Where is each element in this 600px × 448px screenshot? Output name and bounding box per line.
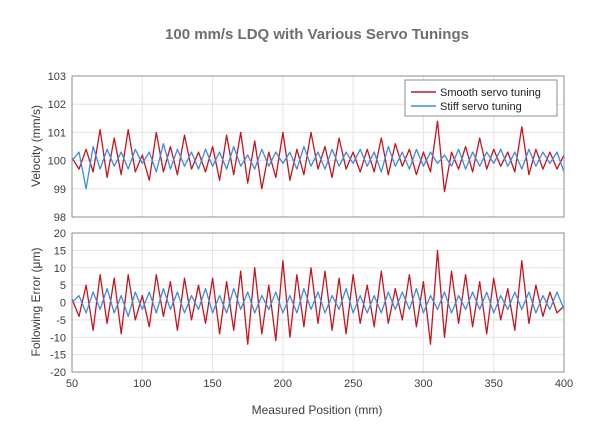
x-tick-label: 400 <box>555 378 573 390</box>
following-error-axes-frame <box>71 232 565 373</box>
x-tick-label: 350 <box>485 378 503 390</box>
x-axis-label: Measured Position (mm) <box>252 403 383 417</box>
velocity-ylabel: Velocity (mm/s) <box>29 105 43 187</box>
following-error-ytick-label: 10 <box>54 263 66 275</box>
following-error-panel: -20 -15 -10 -5 0 5 10 15 20 Following Error (μm) <box>29 228 565 379</box>
following-error-ytick-label: 20 <box>54 228 66 240</box>
chart-title: 100 mm/s LDQ with Various Servo Tunings <box>165 26 469 43</box>
legend-label-smooth: Smooth servo tuning <box>440 87 541 99</box>
legend: Smooth servo tuning Stiff servo tuning <box>404 79 558 117</box>
x-tick-label: 150 <box>203 378 221 390</box>
following-error-ytick-label: -10 <box>50 332 66 344</box>
legend-box <box>404 79 558 117</box>
velocity-ytick-label: 98 <box>54 212 66 224</box>
following-error-ytick-label: -15 <box>50 350 66 362</box>
following-error-ytick-label: 5 <box>60 280 66 292</box>
velocity-ytick-label: 99 <box>54 184 66 196</box>
x-tick-label: 200 <box>274 378 292 390</box>
velocity-axes-frame <box>71 75 565 218</box>
velocity-series <box>71 120 565 193</box>
velocity-stiff-line <box>71 143 565 190</box>
velocity-ytick-label: 101 <box>48 127 66 139</box>
x-tick-label: 300 <box>414 378 432 390</box>
following-error-stiff-line <box>71 287 565 318</box>
following-error-ytick-label: 15 <box>54 245 66 257</box>
following-error-ytick-label: -5 <box>56 315 66 327</box>
x-tick-label: 100 <box>133 378 151 390</box>
following-error-ticks: -20 -15 -10 -5 0 5 10 15 20 <box>50 228 66 379</box>
following-error-smooth-line <box>71 249 565 345</box>
following-error-ylabel: Following Error (μm) <box>29 248 43 357</box>
x-tick-label: 250 <box>344 378 362 390</box>
following-error-series <box>71 249 565 345</box>
following-error-ytick-label: -20 <box>50 367 66 379</box>
velocity-ytick-label: 102 <box>48 99 66 111</box>
following-error-ytick-label: 0 <box>60 298 66 310</box>
x-axis-ticks: 50 100 150 200 250 300 350 400 <box>66 378 573 390</box>
velocity-smooth-line <box>71 120 565 193</box>
velocity-ytick-label: 100 <box>48 156 66 168</box>
velocity-ytick-label: 103 <box>48 71 66 83</box>
velocity-ticks: 98 99 100 101 102 103 <box>48 71 66 224</box>
legend-label-stiff: Stiff servo tuning <box>440 101 522 113</box>
x-tick-label: 50 <box>66 378 78 390</box>
